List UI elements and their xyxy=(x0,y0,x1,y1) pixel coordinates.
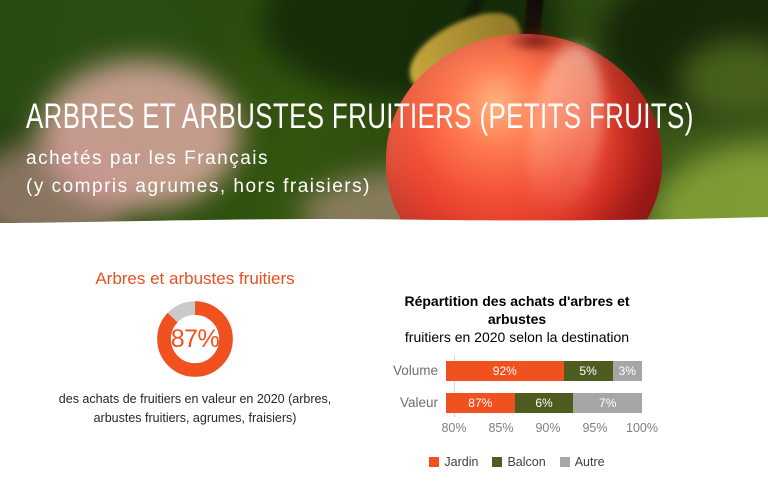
donut-caption: des achats de fruitiers en valeur en 202… xyxy=(58,392,332,425)
legend-label: Autre xyxy=(574,454,605,469)
category-label: Volume xyxy=(392,363,438,379)
page-title: ARBRES ET ARBUSTES FRUITIERS (PETITS FRU… xyxy=(26,97,694,136)
legend-label: Jardin xyxy=(444,454,479,469)
donut-center-label: 87% xyxy=(170,324,220,353)
legend-swatch xyxy=(429,456,440,467)
bar-track: 87% 6% 7% xyxy=(446,392,642,413)
apple-stem-dimple xyxy=(505,28,565,54)
legend-swatch xyxy=(559,456,570,467)
x-tick-label: 90% xyxy=(535,420,561,435)
bar-row-valeur: Valeur 87% 6% 7% xyxy=(392,392,642,413)
donut-chart: 87% xyxy=(153,297,237,381)
bar-chart-plot: Volume 92% 5% 3% Valeur 87% 6% 7% xyxy=(392,354,642,417)
legend-label: Balcon xyxy=(507,454,546,469)
wave-divider xyxy=(0,217,768,240)
bar-row-volume: Volume 92% 5% 3% xyxy=(392,360,642,381)
legend-swatch xyxy=(492,456,503,467)
bar-chart-title: Répartition des achats d'arbres et arbus… xyxy=(392,292,642,347)
bar-segment-autre: 3% xyxy=(612,360,642,381)
bar-segment-autre: 7% xyxy=(573,392,642,413)
bar-chart-title-line1: Répartition des achats d'arbres et arbus… xyxy=(404,293,630,328)
bar-segment-jardin: 87% xyxy=(446,392,515,413)
x-tick-label: 100% xyxy=(626,420,658,435)
page-subtitle-line2: (y compris agrumes, hors fraisiers) xyxy=(26,175,371,197)
bar-track: 92% 5% 3% xyxy=(446,360,642,381)
chart-legend: Jardin Balcon Autre xyxy=(392,455,642,469)
header-photo-banner: ARBRES ET ARBUSTES FRUITIERS (PETITS FRU… xyxy=(0,0,768,240)
legend-item-jardin: Jardin xyxy=(429,455,478,469)
donut-rings xyxy=(157,301,233,377)
bar-segment-balcon: 5% xyxy=(563,360,613,381)
bar-segment-balcon: 6% xyxy=(514,392,574,413)
donut-chart-title: Arbres et arbustes fruitiers xyxy=(95,269,295,288)
x-tick-label: 85% xyxy=(488,420,514,435)
red-apple xyxy=(386,34,662,240)
x-tick-label: 95% xyxy=(582,420,608,435)
donut-value-ring xyxy=(157,301,233,377)
bar-chart-title-line2: fruitiers en 2020 selon la destination xyxy=(404,329,630,346)
x-axis: 80% 85% 90% 95% 100% xyxy=(441,420,658,437)
legend-item-balcon: Balcon xyxy=(492,454,546,469)
foliage-blob xyxy=(680,40,768,120)
page-subtitle-line1: achetés par les Français xyxy=(26,148,269,169)
category-label: Valeur xyxy=(399,395,438,411)
bar-segment-jardin: 92% xyxy=(446,360,564,381)
bar-chart-section: Répartition des achats d'arbres et arbus… xyxy=(392,292,658,469)
legend-item-autre: Autre xyxy=(559,454,605,469)
x-tick-label: 80% xyxy=(441,420,467,435)
donut-chart-section: Arbres et arbustes fruitiers 87% des ach… xyxy=(52,268,338,428)
header-text-block: ARBRES ET ARBUSTES FRUITIERS (PETITS FRU… xyxy=(26,99,768,200)
